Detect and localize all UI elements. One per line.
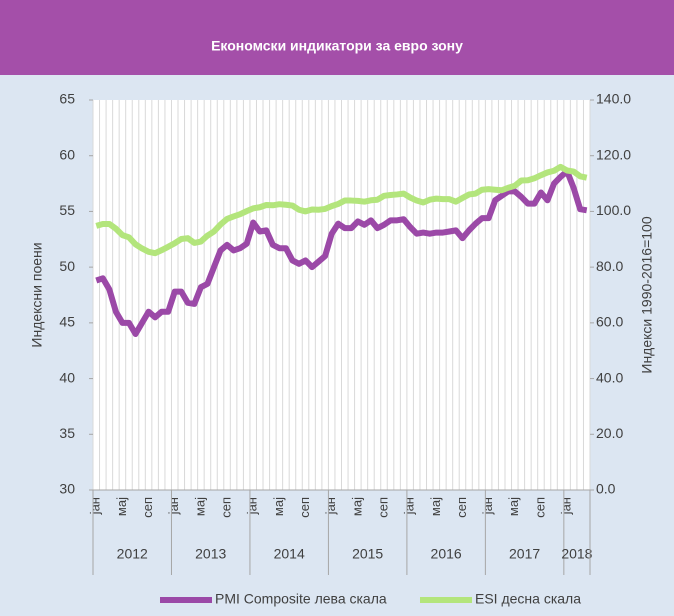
legend-label: PMI Composite лева скала xyxy=(215,591,387,607)
x-tick-label: јан xyxy=(323,497,338,515)
x-tick-label: сеп xyxy=(375,497,390,518)
x-tick-label: сеп xyxy=(140,497,155,518)
y-tick-label: 45 xyxy=(59,314,75,330)
x-tick-label: сеп xyxy=(532,497,547,518)
x-group-label: 2017 xyxy=(509,546,540,562)
y-tick-label: 35 xyxy=(59,425,75,441)
y2-tick-label: 0.0 xyxy=(596,481,616,497)
x-tick-label: мај xyxy=(114,497,129,516)
y-tick-label: 55 xyxy=(59,202,75,218)
x-group-label: 2014 xyxy=(274,546,305,562)
x-tick-label: јан xyxy=(88,497,103,515)
y2-tick-label: 140.0 xyxy=(596,91,631,107)
x-tick-label: мај xyxy=(428,497,443,516)
y-tick-label: 65 xyxy=(59,91,75,107)
x-group-label: 2012 xyxy=(117,546,148,562)
y-tick-label: 60 xyxy=(59,146,75,162)
x-tick-label: јан xyxy=(166,497,181,515)
y-tick-label: 40 xyxy=(59,369,75,385)
series-line xyxy=(95,163,588,257)
series-line xyxy=(95,168,588,337)
y2-tick-label: 60.0 xyxy=(596,314,623,330)
x-tick-label: сеп xyxy=(297,497,312,518)
x-group-label: 2018 xyxy=(561,546,592,562)
x-tick-label: јан xyxy=(559,497,574,515)
x-group-label: 2013 xyxy=(195,546,226,562)
y2-tick-label: 100.0 xyxy=(596,202,631,218)
x-tick-label: сеп xyxy=(454,497,469,518)
y-tick-label: 30 xyxy=(59,481,75,497)
y2-tick-label: 120.0 xyxy=(596,146,631,162)
y-tick-label: 50 xyxy=(59,258,75,274)
x-tick-label: јан xyxy=(245,497,260,515)
y-axis-label: Индексни поени xyxy=(29,242,45,347)
y2-tick-label: 20.0 xyxy=(596,425,623,441)
x-tick-label: јан xyxy=(402,497,417,515)
x-tick-label: мај xyxy=(271,497,286,516)
x-tick-label: мај xyxy=(192,497,207,516)
x-tick-label: јан xyxy=(480,497,495,515)
header xyxy=(0,0,674,75)
legend-label: ESI десна скала xyxy=(475,591,581,607)
x-group-label: 2015 xyxy=(352,546,383,562)
y2-tick-label: 80.0 xyxy=(596,258,623,274)
x-tick-label: сеп xyxy=(218,497,233,518)
x-tick-label: мај xyxy=(506,497,521,516)
y2-tick-label: 40.0 xyxy=(596,369,623,385)
chart-title: Економски индикатори за евро зону xyxy=(211,38,463,54)
y2-axis-label: Индекси 1990-2016=100 xyxy=(639,216,655,373)
x-group-label: 2016 xyxy=(431,546,462,562)
x-tick-label: мај xyxy=(349,497,364,516)
